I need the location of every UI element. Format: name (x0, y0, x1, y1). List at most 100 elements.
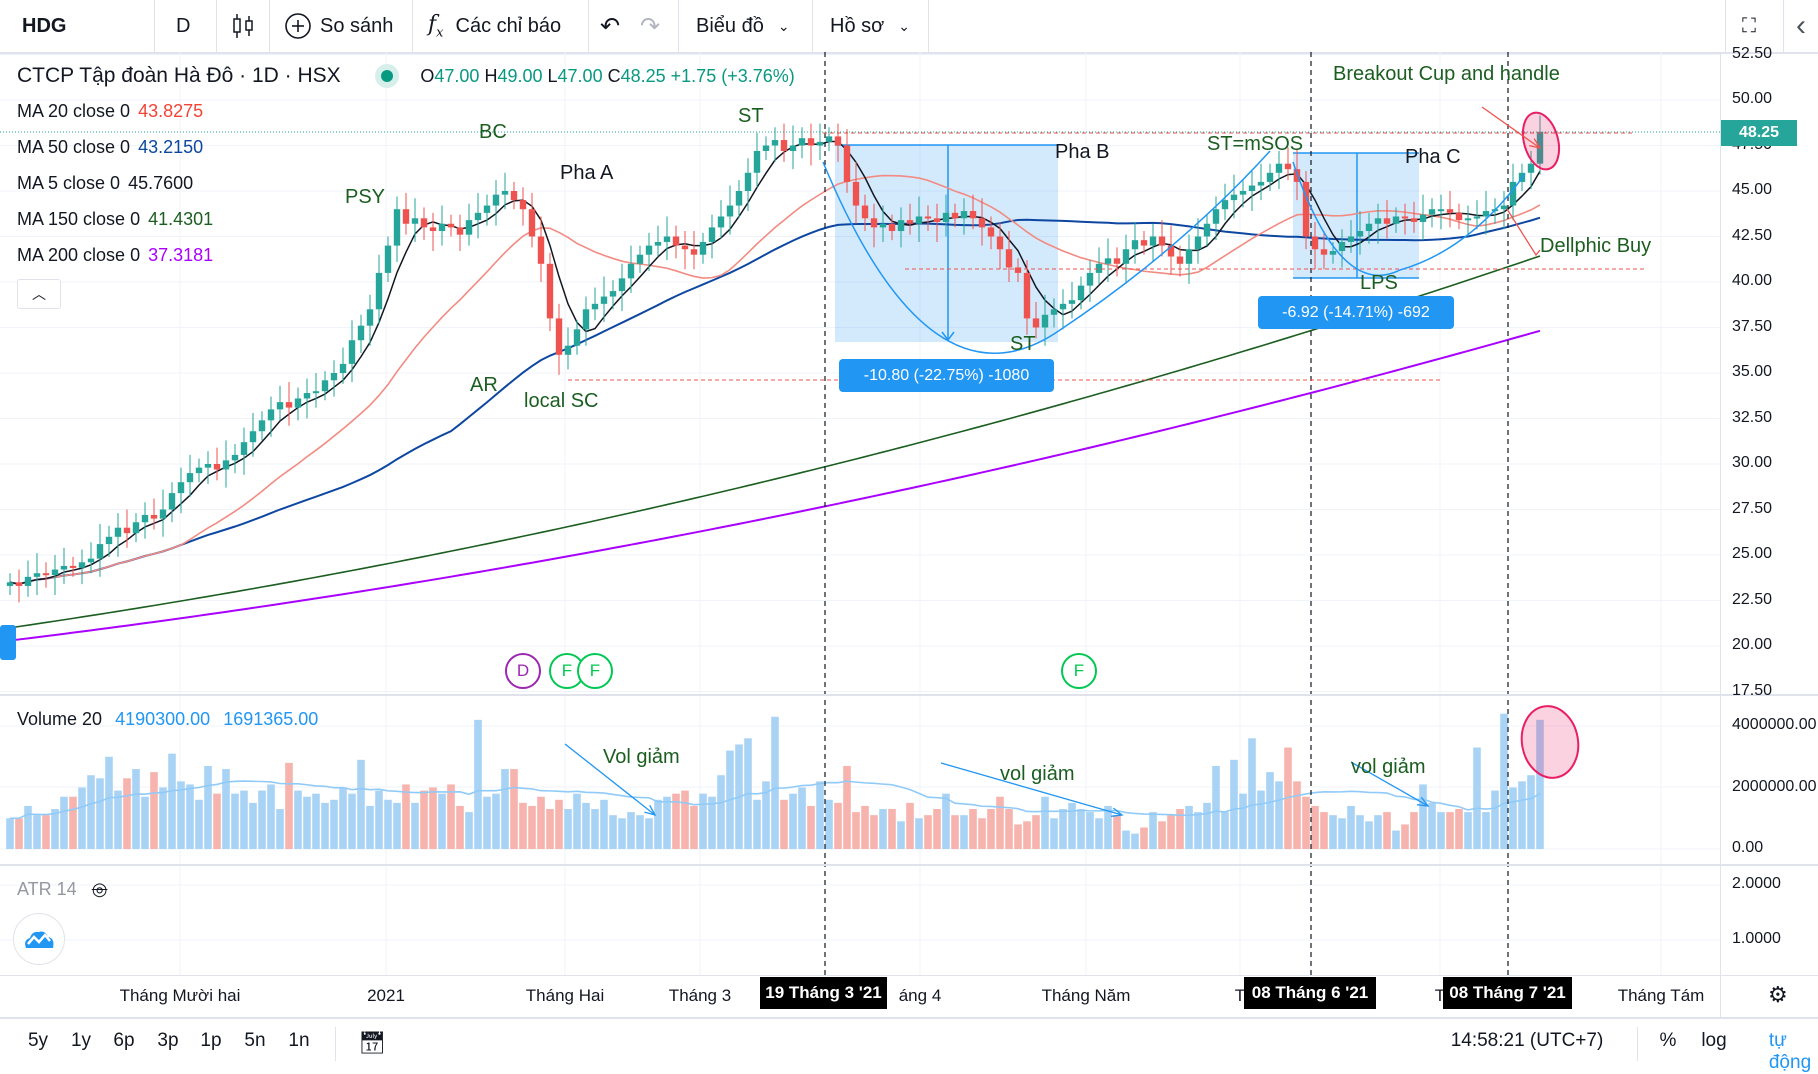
pane-divider[interactable] (0, 864, 1818, 866)
ma-value: 45.7600 (128, 173, 194, 193)
annotation-vol-giam-2[interactable]: vol giảm (1000, 763, 1075, 785)
vol-trend-arrow (564, 743, 656, 816)
measure-label-1[interactable]: -10.80 (-22.75%) -1080 (839, 359, 1054, 392)
annotation-vol-giam-3[interactable]: vol giảm (1351, 756, 1426, 778)
candle (915, 216, 923, 224)
volume-bar (1185, 805, 1193, 849)
volume-bar (636, 815, 644, 849)
annotation-st[interactable]: ST (738, 105, 764, 127)
annotation-breakout[interactable]: Breakout Cup and handle (1333, 63, 1560, 85)
candle (96, 544, 104, 559)
high-label: H (484, 66, 498, 86)
go-to-date-button[interactable]: 📅︎ (358, 1030, 386, 1056)
annotation-local-sc[interactable]: local SC (524, 390, 599, 412)
annotation-psy[interactable]: PSY (345, 186, 386, 208)
price-tick: 32.50 (1732, 408, 1773, 426)
range-button[interactable]: 5y (27, 1030, 49, 1051)
volume-bar (1437, 812, 1445, 849)
ohlc-values: O47.00 H49.00 L47.00 C48.25 +1.75 (+3.76… (420, 66, 794, 86)
candle (789, 145, 797, 151)
event-marker[interactable]: F (1061, 653, 1097, 689)
ma-legend-row[interactable]: MA 150 close 0 41.4301 (17, 209, 213, 230)
annotation-bc[interactable]: BC (479, 121, 507, 143)
candle (834, 136, 842, 146)
ma-legend-row[interactable]: MA 50 close 0 43.2150 (17, 137, 203, 158)
chevron-left-icon: ‹ (1796, 9, 1806, 42)
volume-bar (1086, 812, 1094, 849)
undo-button[interactable]: ↶ (600, 0, 620, 52)
event-marker[interactable]: D (505, 653, 541, 689)
volume-bar (1491, 790, 1499, 849)
volume-bar (546, 809, 554, 849)
annotation-st-msos[interactable]: ST=mSOS (1207, 133, 1304, 155)
range-button[interactable]: 1n (288, 1030, 310, 1051)
range-button[interactable]: 1y (70, 1030, 92, 1051)
profile-menu-button[interactable]: Hồ sơ ⌄ (830, 0, 910, 52)
volume-bar (1221, 812, 1229, 849)
candle (339, 363, 347, 373)
candle (1140, 240, 1148, 246)
chart-menu-button[interactable]: Biểu đồ ⌄ (696, 0, 790, 52)
tradingview-logo-button[interactable] (13, 913, 65, 965)
volume-bar (1509, 787, 1517, 849)
redo-button[interactable]: ↷ (640, 0, 660, 52)
volume-bar (213, 793, 221, 849)
pane-divider[interactable] (0, 694, 1818, 696)
volume-legend: Volume 20 4190300.00 1691365.00 (17, 709, 318, 730)
ma-value: 41.4301 (148, 209, 214, 229)
range-button[interactable]: 5n (244, 1030, 266, 1051)
event-marker[interactable]: F (577, 653, 613, 689)
candle (987, 227, 995, 237)
candle (357, 325, 365, 341)
auto-scale-button[interactable]: tự động (1768, 1030, 1812, 1073)
candles (6, 115, 1544, 603)
annotation-lps[interactable]: LPS (1360, 272, 1398, 294)
measure-label-2[interactable]: -6.92 (-14.71%) -692 (1258, 296, 1454, 329)
annotation-dellphic-buy[interactable]: Dellphic Buy (1540, 235, 1652, 257)
low-label: L (547, 66, 558, 86)
clock-timezone[interactable]: 14:58:21 (UTC+7) (1450, 1030, 1604, 1051)
percent-scale-button[interactable]: % (1659, 1030, 1677, 1051)
ma-legend-row[interactable]: MA 20 close 0 43.8275 (17, 101, 203, 122)
candle (420, 218, 428, 228)
ma-label: MA 50 close 0 (17, 137, 131, 157)
candle (1473, 216, 1481, 219)
candle (123, 527, 131, 534)
ma-legend-row[interactable]: MA 5 close 0 45.7600 (17, 173, 193, 194)
ma-value: 37.3181 (148, 245, 214, 265)
volume-bar (375, 790, 383, 849)
interval-button[interactable]: D (176, 0, 190, 52)
annotation-ar[interactable]: AR (470, 374, 498, 396)
annotation-pha-a[interactable]: Pha A (560, 162, 614, 184)
range-button[interactable]: 6p (113, 1030, 135, 1051)
annotation-pha-c[interactable]: Pha C (1405, 146, 1461, 168)
drawings (0, 52, 1720, 975)
chart-type-button[interactable] (230, 0, 256, 52)
volume-bar (843, 765, 851, 849)
indicators-label: Các chỉ báo (455, 14, 562, 37)
hidden-eye-icon[interactable]: ◎ (91, 879, 108, 899)
indicators-button[interactable]: fx Các chỉ báo (428, 0, 561, 52)
annotation-vol-giam-1[interactable]: Vol giảm (603, 746, 680, 768)
volume-bar (1410, 812, 1418, 849)
annotation-pha-b[interactable]: Pha B (1055, 141, 1110, 163)
candlestick-icon (233, 14, 253, 38)
candle (627, 263, 635, 279)
range-button[interactable]: 3p (157, 1030, 179, 1051)
log-scale-button[interactable]: log (1701, 1030, 1727, 1051)
collapse-panel-button[interactable]: ‹ (1796, 0, 1806, 52)
ma200-line (9, 329, 1541, 642)
compare-button[interactable]: So sánh (284, 0, 393, 52)
range-button[interactable]: 1p (200, 1030, 222, 1051)
volume-bar (951, 815, 959, 849)
time-label: T (1234, 986, 1246, 1005)
annotation-st-2[interactable]: ST (1010, 333, 1036, 355)
legend-collapse-button[interactable]: ︿ (17, 279, 61, 309)
chart-settings-button[interactable]: ⚙ (1768, 982, 1788, 1008)
fullscreen-button[interactable]: ⛶ (1742, 0, 1756, 52)
candle (168, 493, 176, 510)
ma-legend-row[interactable]: MA 200 close 0 37.3181 (17, 245, 213, 266)
volume-bar (60, 796, 68, 849)
symbol-search-button[interactable]: HDG (22, 0, 66, 52)
